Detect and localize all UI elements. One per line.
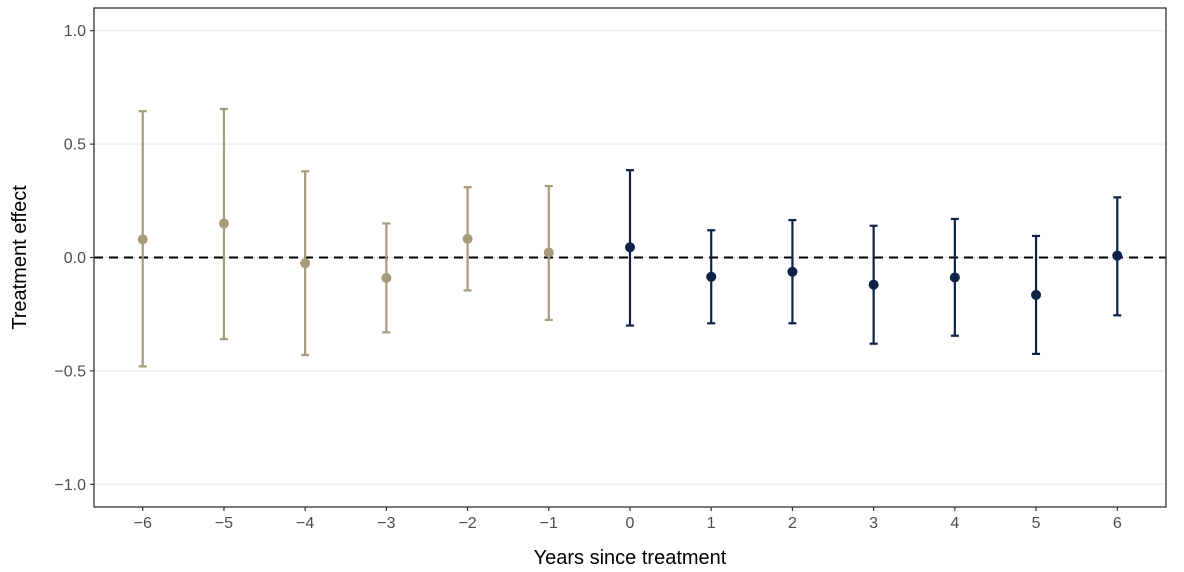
point-estimate xyxy=(949,272,960,283)
point-estimate xyxy=(625,242,635,253)
x-tick-label: −6 xyxy=(134,515,152,532)
point-estimate xyxy=(868,279,879,290)
point-estimate xyxy=(1031,289,1042,300)
point-estimate xyxy=(381,272,392,283)
point-estimate xyxy=(462,233,473,244)
point-estimate xyxy=(300,258,311,269)
x-tick-label: 4 xyxy=(950,515,959,532)
point-estimates xyxy=(137,218,1123,300)
x-tick-label: −1 xyxy=(540,515,558,532)
y-tick-label: 1.0 xyxy=(64,23,86,40)
x-tick-label: −5 xyxy=(215,515,233,532)
x-tick-label: −2 xyxy=(458,515,476,532)
x-tick-label: 5 xyxy=(1032,515,1041,532)
point-estimate xyxy=(787,266,798,277)
x-axis-title: Years since treatment xyxy=(534,547,727,569)
x-tick-label: 0 xyxy=(626,515,635,532)
y-tick-label: −1.0 xyxy=(54,477,86,494)
y-tick-label: 0.5 xyxy=(64,137,86,154)
y-tick-label: −0.5 xyxy=(54,363,86,380)
point-estimate xyxy=(218,218,229,229)
y-tick-label: 0.0 xyxy=(64,250,86,267)
x-tick-label: −3 xyxy=(377,515,395,532)
point-estimate xyxy=(706,271,717,282)
point-estimate xyxy=(1112,250,1123,261)
point-estimate xyxy=(543,247,554,258)
x-tick-label: 1 xyxy=(707,515,716,532)
x-tick-label: 2 xyxy=(788,515,797,532)
x-tick-label: 3 xyxy=(869,515,878,532)
point-estimate xyxy=(137,234,148,245)
y-axis-title: Treatment effect xyxy=(9,185,31,330)
x-axis-ticks: −6 −5 −4 −3 −2 −1 0 1 2 3 4 5 6 xyxy=(134,507,1122,532)
y-axis-ticks: −1.0 −0.5 0.0 0.5 1.0 xyxy=(54,23,94,494)
x-tick-label: 6 xyxy=(1113,515,1122,532)
x-tick-label: −4 xyxy=(296,515,314,532)
